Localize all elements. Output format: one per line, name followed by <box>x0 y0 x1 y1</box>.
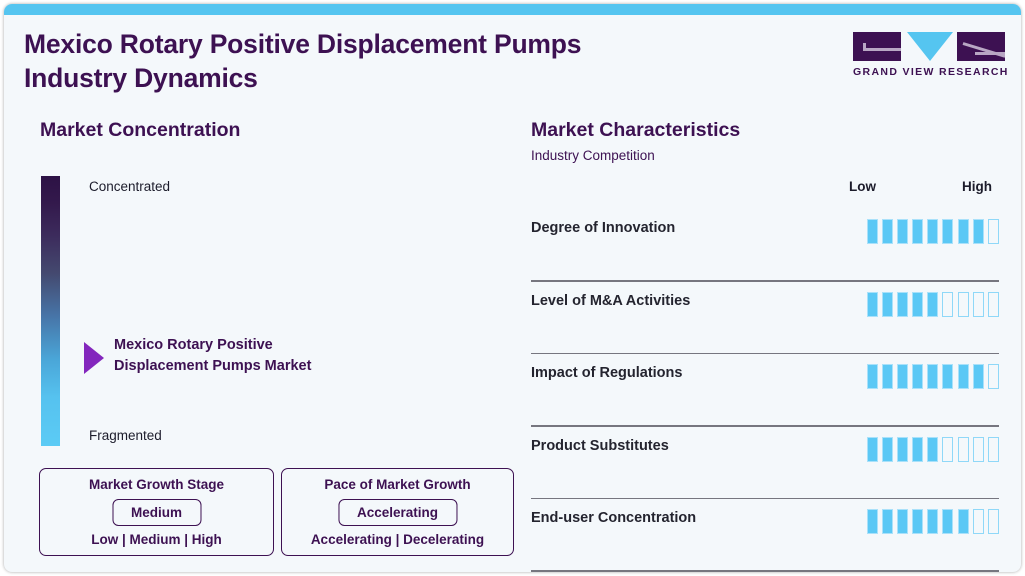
rating-segment-filled <box>957 219 969 244</box>
characteristic-label: Impact of Regulations <box>531 365 683 381</box>
characteristic-label: Product Substitutes <box>531 437 669 454</box>
rating-segment-empty <box>988 436 999 462</box>
rating-segment-filled <box>881 364 893 389</box>
pace-of-market-growth-title: Pace of Market Growth <box>324 477 471 492</box>
rating-segment-filled <box>881 509 893 534</box>
characteristic-rating-bars <box>866 364 999 389</box>
characteristic-row: End-user Concentration <box>531 499 1003 572</box>
characteristic-row: Impact of Regulations <box>531 354 1003 427</box>
row-divider <box>531 280 999 282</box>
rating-segment-filled <box>927 436 939 462</box>
pace-of-market-growth-value: Accelerating <box>337 499 458 526</box>
pace-of-market-growth-options: Accelerating | Decelerating <box>310 532 485 547</box>
rating-segment-filled <box>866 219 878 244</box>
logo-right-block-icon <box>957 32 1005 61</box>
rating-segment-filled <box>912 291 924 317</box>
market-characteristics-heading: Market Characteristics <box>531 119 741 141</box>
page-title-line2: Industry Dynamics <box>24 62 258 93</box>
concentration-top-label: Concentrated <box>89 179 171 194</box>
characteristic-row: Degree of Innovation <box>531 209 1003 282</box>
rating-segment-filled <box>942 219 954 244</box>
rating-segment-empty <box>942 436 954 462</box>
rating-segment-empty <box>957 291 969 317</box>
market-position-arrow-icon <box>84 342 104 374</box>
page-title: Mexico Rotary Positive Displacement Pump… <box>24 28 724 96</box>
rating-segment-filled <box>866 291 878 317</box>
rating-segment-filled <box>972 364 984 389</box>
rating-segment-filled <box>881 291 893 317</box>
rating-segment-filled <box>927 509 939 534</box>
row-divider <box>531 570 999 572</box>
characteristic-label: Level of M&A Activities <box>531 292 691 309</box>
rating-segment-filled <box>866 364 878 389</box>
rating-segment-filled <box>957 364 969 389</box>
market-growth-stage-box: Market Growth Stage Medium Low | Medium … <box>39 468 274 556</box>
characteristic-label: End-user Concentration <box>531 510 697 526</box>
rating-segment-empty <box>957 436 969 462</box>
characteristic-rating-bars <box>866 436 999 462</box>
rating-segment-filled <box>942 364 954 389</box>
scale-low-label: Low <box>849 179 876 194</box>
characteristic-rating-bars <box>866 509 999 534</box>
rating-segment-empty <box>988 291 999 317</box>
rating-segment-filled <box>942 509 954 534</box>
characteristic-row: Product Substitutes <box>531 427 1003 499</box>
scale-high-label: High <box>962 179 992 194</box>
rating-segment-empty <box>988 509 999 534</box>
characteristic-label: Degree of Innovation <box>531 220 676 236</box>
rating-segment-filled <box>927 364 939 389</box>
characteristic-rating-bars <box>866 291 999 317</box>
market-characteristics-rows: Degree of Innovation Level of M&A Activit… <box>531 209 1003 572</box>
market-concentration-heading: Market Concentration <box>40 119 241 141</box>
rating-segment-filled <box>957 509 969 534</box>
infographic-card: Mexico Rotary Positive Displacement Pump… <box>4 4 1021 572</box>
rating-segment-filled <box>912 509 924 534</box>
rating-segment-empty <box>972 436 984 462</box>
market-position-label-line2: Displacement Pumps Market <box>114 358 312 375</box>
rating-segment-empty <box>988 219 999 244</box>
logo-triangle-icon <box>907 32 953 61</box>
rating-segment-filled <box>896 509 908 534</box>
rating-segment-filled <box>866 436 878 462</box>
rating-segment-empty <box>988 364 999 389</box>
rating-segment-filled <box>896 364 908 389</box>
rating-segment-filled <box>927 219 939 244</box>
characteristic-row: Level of M&A Activities <box>531 282 1003 354</box>
rating-segment-filled <box>881 219 893 244</box>
concentration-gradient-bar <box>41 176 60 446</box>
rating-segment-empty <box>972 291 984 317</box>
rating-segment-filled <box>912 219 924 244</box>
grand-view-research-logo: GRAND VIEW RESEARCH <box>853 32 1009 82</box>
market-characteristics-subheading: Industry Competition <box>531 148 655 163</box>
logo-wordmark: GRAND VIEW RESEARCH <box>853 66 1009 78</box>
market-position-label-line1: Mexico Rotary Positive <box>114 337 273 353</box>
market-growth-stage-value: Medium <box>111 499 202 526</box>
row-divider <box>531 352 999 354</box>
pace-of-market-growth-box: Pace of Market Growth Accelerating Accel… <box>281 468 514 556</box>
card-top-accent-bar <box>4 4 1021 15</box>
rating-segment-empty <box>972 509 984 534</box>
logo-marks <box>853 32 1005 62</box>
logo-left-block-icon <box>853 32 901 61</box>
market-growth-stage-title: Market Growth Stage <box>88 477 225 492</box>
rating-segment-filled <box>881 436 893 462</box>
rating-segment-filled <box>896 219 908 244</box>
page-title-line1: Mexico Rotary Positive Displacement Pump… <box>24 29 582 59</box>
market-position-label: Mexico Rotary Positive Displacement Pump… <box>114 335 374 377</box>
rating-segment-filled <box>866 509 878 534</box>
row-divider <box>531 425 999 427</box>
rating-segment-filled <box>896 291 908 317</box>
rating-segment-empty <box>942 291 954 317</box>
rating-segment-filled <box>927 291 939 317</box>
characteristic-rating-bars <box>866 219 999 244</box>
market-growth-stage-options: Low | Medium | High <box>91 532 222 547</box>
rating-segment-filled <box>912 436 924 462</box>
rating-segment-filled <box>972 219 984 244</box>
rating-segment-filled <box>896 436 908 462</box>
row-divider <box>531 497 999 499</box>
rating-segment-filled <box>912 364 924 389</box>
concentration-bottom-label: Fragmented <box>89 428 162 443</box>
